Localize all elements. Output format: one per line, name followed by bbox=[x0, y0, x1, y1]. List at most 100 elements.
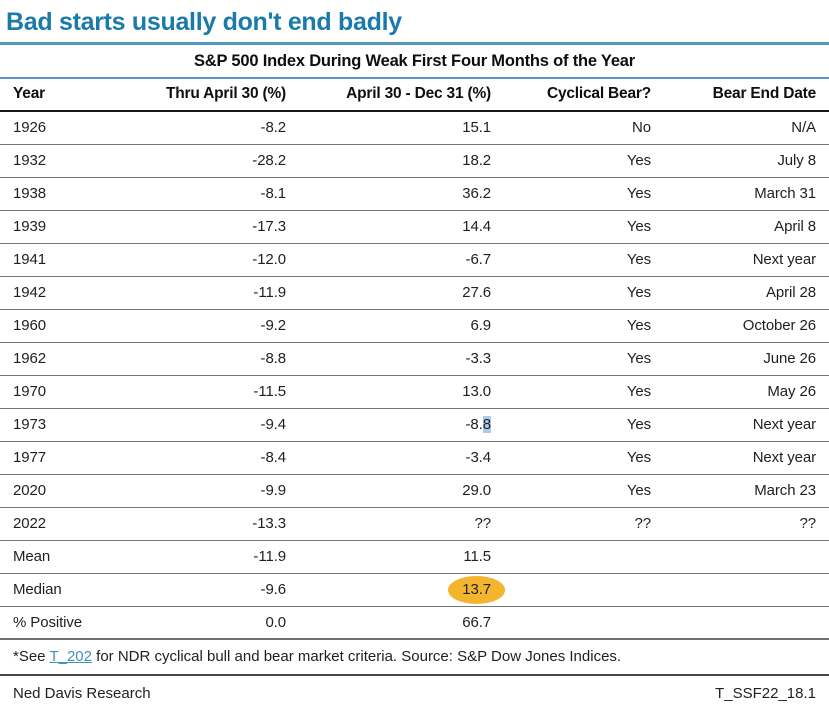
table-cell: -9.9 bbox=[140, 474, 286, 508]
footnote: *See T_202 for NDR cyclical bull and bea… bbox=[0, 640, 829, 676]
table-cell: Next year bbox=[651, 441, 829, 475]
footnote-text: for NDR cyclical bull and bear market cr… bbox=[91, 648, 622, 665]
table-cell: 13.0 bbox=[286, 375, 491, 409]
table-cell: Yes bbox=[491, 408, 651, 442]
table-cell: March 23 bbox=[651, 474, 829, 508]
table-cell: April 8 bbox=[651, 210, 829, 244]
column-header: April 30 - Dec 31 (%) bbox=[286, 79, 491, 112]
table-cell: Median bbox=[0, 573, 140, 607]
table-row: 1970 -11.5 13.0 Yes May 26 bbox=[0, 375, 829, 409]
table-cell: -11.9 bbox=[140, 276, 286, 310]
table-cell: ?? bbox=[651, 507, 829, 541]
table-cell: 1938 bbox=[0, 177, 140, 211]
table-cell: 15.1 bbox=[286, 111, 491, 145]
table-cell: Yes bbox=[491, 243, 651, 277]
footnote-text: *See bbox=[13, 648, 50, 665]
source-label: Ned Davis Research bbox=[13, 685, 151, 702]
table-cell: 1932 bbox=[0, 144, 140, 178]
table-cell: -3.3 bbox=[286, 342, 491, 376]
table-cell: 1960 bbox=[0, 309, 140, 343]
table-cell: 6.9 bbox=[286, 309, 491, 343]
table-cell: July 8 bbox=[651, 144, 829, 178]
column-header: Year bbox=[0, 79, 140, 112]
table-cell: Next year bbox=[651, 243, 829, 277]
table-cell: Yes bbox=[491, 474, 651, 508]
table-cell: -17.3 bbox=[140, 210, 286, 244]
table-cell: October 26 bbox=[651, 309, 829, 343]
table-cell: -8.1 bbox=[140, 177, 286, 211]
table-cell: Next year bbox=[651, 408, 829, 442]
table-cell: N/A bbox=[651, 111, 829, 145]
table-row: 1977 -8.4 -3.4 Yes Next year bbox=[0, 441, 829, 475]
table-row: 1938 -8.1 36.2 Yes March 31 bbox=[0, 177, 829, 211]
table-row: 1973 -9.4 -8.8 Yes Next year bbox=[0, 408, 829, 442]
table-cell: ?? bbox=[286, 507, 491, 541]
table-cell: 2020 bbox=[0, 474, 140, 508]
table-cell: -11.9 bbox=[140, 540, 286, 574]
column-header: Thru April 30 (%) bbox=[140, 79, 286, 112]
table-cell: May 26 bbox=[651, 375, 829, 409]
table-cell: -9.2 bbox=[140, 309, 286, 343]
table-row: 2022 -13.3?????? bbox=[0, 507, 829, 541]
table-cell: 1942 bbox=[0, 276, 140, 310]
table-row: 1932 -28.2 18.2 Yes July 8 bbox=[0, 144, 829, 178]
table-cell: 1941 bbox=[0, 243, 140, 277]
table-cell: -11.5 bbox=[140, 375, 286, 409]
table-row: % Positive 0.0 66.7 bbox=[0, 606, 829, 640]
table-cell: -8.8 bbox=[140, 342, 286, 376]
table-cell: 1977 bbox=[0, 441, 140, 475]
table-row: 1939 -17.3 14.4 Yes April 8 bbox=[0, 210, 829, 244]
table-row: Mean -11.9 11.5 bbox=[0, 540, 829, 574]
column-header: Cyclical Bear? bbox=[491, 79, 651, 112]
table-cell bbox=[491, 606, 651, 640]
table-cell: 1962 bbox=[0, 342, 140, 376]
table-cell: -12.0 bbox=[140, 243, 286, 277]
table-cell: 13.7 bbox=[286, 573, 505, 607]
table-cell: 1939 bbox=[0, 210, 140, 244]
table-cell: March 31 bbox=[651, 177, 829, 211]
table-cell: 1973 bbox=[0, 408, 140, 442]
table-cell: Yes bbox=[491, 309, 651, 343]
chart-id-label: T_SSF22_18.1 bbox=[715, 685, 816, 702]
median-circle-highlight: 13.7 bbox=[448, 576, 505, 604]
table-cell: ?? bbox=[491, 507, 651, 541]
table-cell: 1970 bbox=[0, 375, 140, 409]
table-cell: -3.4 bbox=[286, 441, 491, 475]
table-cell: June 26 bbox=[651, 342, 829, 376]
data-table: Year Thru April 30 (%) April 30 - Dec 31 (… bbox=[0, 79, 829, 640]
table-cell bbox=[491, 573, 651, 607]
table-cell: -9.4 bbox=[140, 408, 286, 442]
table-cell: -13.3 bbox=[140, 507, 286, 541]
table-cell: -8.2 bbox=[140, 111, 286, 145]
page-title: Bad starts usually don't end badly bbox=[6, 8, 402, 36]
table-row: 1942 -11.9 27.6 Yes April 28 bbox=[0, 276, 829, 310]
table-cell: 1926 bbox=[0, 111, 140, 145]
table-cell: 11.5 bbox=[286, 540, 491, 574]
table-cell: % Positive bbox=[0, 606, 140, 640]
t202-link[interactable]: T_202 bbox=[49, 648, 92, 665]
table-cell: 18.2 bbox=[286, 144, 491, 178]
table-cell bbox=[651, 540, 829, 574]
table-row: 1962 -8.8 -3.3 Yes June 26 bbox=[0, 342, 829, 376]
table-cell: Yes bbox=[491, 441, 651, 475]
table-cell: Yes bbox=[491, 177, 651, 211]
table-cell bbox=[651, 606, 829, 640]
text-selection-highlight: 8 bbox=[482, 416, 491, 433]
table-cell: -6.7 bbox=[286, 243, 491, 277]
table-row: 2020 -9.9 29.0 Yes March 23 bbox=[0, 474, 829, 508]
table-cell: 66.7 bbox=[286, 606, 491, 640]
table-cell: No bbox=[491, 111, 651, 145]
column-header: Bear End Date bbox=[651, 79, 829, 112]
table-cell bbox=[491, 540, 651, 574]
table-cell bbox=[651, 573, 829, 607]
table-cell: Yes bbox=[491, 144, 651, 178]
table-cell: 36.2 bbox=[286, 177, 491, 211]
title-divider bbox=[0, 42, 829, 45]
table-cell: April 28 bbox=[651, 276, 829, 310]
table-cell: -8.4 bbox=[140, 441, 286, 475]
table-cell: -8.8 bbox=[286, 408, 491, 442]
table-cell: 29.0 bbox=[286, 474, 491, 508]
table-title: S&P 500 Index During Weak First Four Mon… bbox=[0, 45, 829, 79]
table-row: 1960 -9.2 6.9 Yes October 26 bbox=[0, 309, 829, 343]
